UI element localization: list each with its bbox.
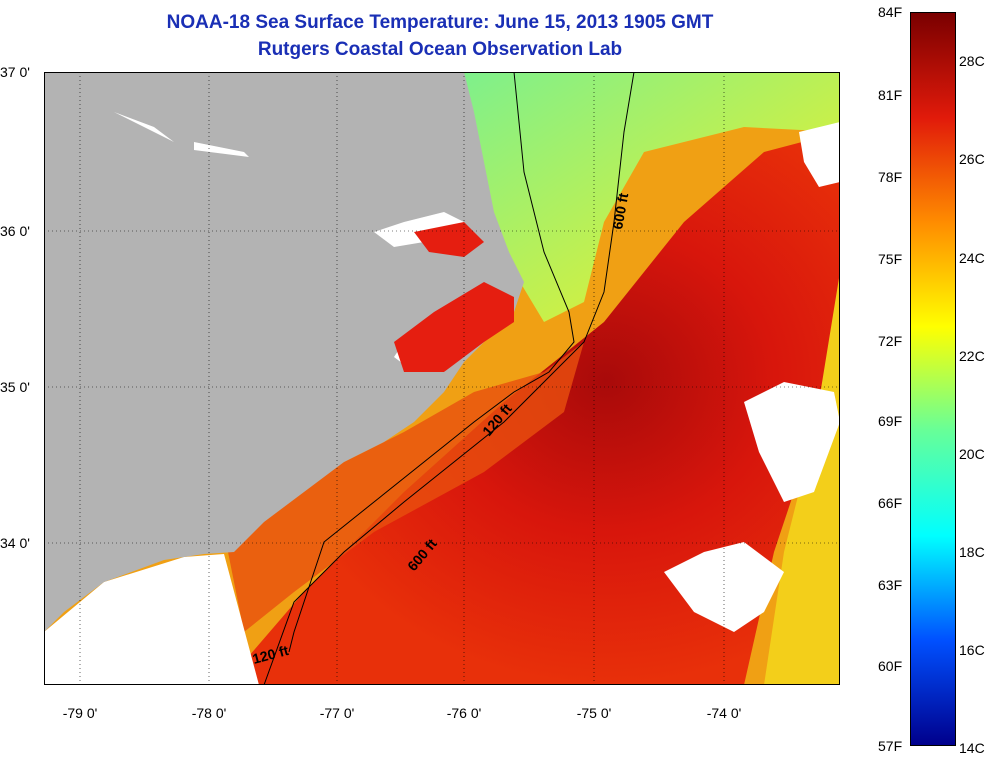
inland-water [114,112,249,157]
no-data-region [44,554,259,685]
lon-label: -79 0' [62,705,98,721]
colorbar-c-label: 22C [959,348,985,364]
colorbar-c-label: 14C [959,740,985,756]
colorbar-f-label: 60F [878,658,903,674]
map-subtitle: Rutgers Coastal Ocean Observation Lab [257,39,623,60]
colorbar-f-label: 69F [878,413,903,429]
cloud-patch [744,382,840,502]
pamlico-sound [394,282,514,372]
shelf-water [224,342,584,632]
isobath-label: 600 ft [609,191,631,230]
colorbar-f-label: 63F [878,577,903,593]
colorbar-f-label: 78F [878,169,903,185]
colorbar-c-label: 24C [959,250,985,266]
colorbar-f-label: 75F [878,251,903,267]
colorbar-c-label: 26C [959,151,985,167]
isobath-600ft [263,72,635,685]
temperature-colorbar [910,12,956,746]
colorbar-f-label: 84F [878,4,903,20]
lon-label: -77 0' [319,705,355,721]
lat-label: 36 0' [0,223,30,239]
colorbar-c-label: 20C [959,446,985,462]
lat-label: 34 0' [0,535,30,551]
isobath-120ft [288,72,575,653]
graticule [44,72,840,685]
land-mass [44,72,524,632]
cloud-patch [664,542,784,632]
lon-label: -76 0' [446,705,482,721]
colorbar-c-label: 28C [959,53,985,69]
lon-label: -75 0' [576,705,612,721]
cloud-patch [799,122,840,187]
colorbar-f-label: 81F [878,87,903,103]
map-frame [44,72,840,685]
colorbar-c-label: 18C [959,544,985,560]
lon-label: -78 0' [191,705,227,721]
lat-label: 35 0' [0,379,30,395]
map-title: NOAA-18 Sea Surface Temperature: June 15… [166,12,714,33]
sound-water [414,222,484,257]
cool-water-region [464,72,840,322]
colorbar-f-label: 72F [878,333,903,349]
colorbar-c-label: 16C [959,642,985,658]
sst-map: 600 ft 120 ft 600 ft 120 ft [44,72,840,685]
colorbar-f-label: 66F [878,495,903,511]
lat-label: 37 0' [0,64,30,80]
colorbar-f-label: 57F [878,738,903,754]
lon-label: -74 0' [706,705,742,721]
